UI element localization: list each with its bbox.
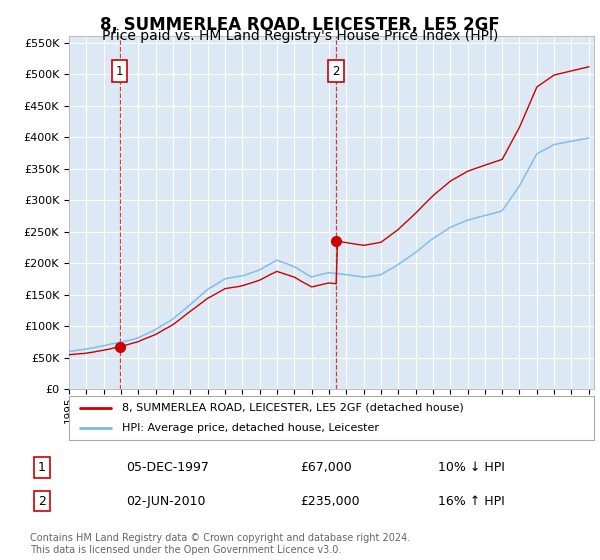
Text: 02-JUN-2010: 02-JUN-2010 — [126, 494, 205, 508]
Text: Contains HM Land Registry data © Crown copyright and database right 2024.
This d: Contains HM Land Registry data © Crown c… — [30, 533, 410, 555]
Text: 1: 1 — [116, 64, 124, 77]
Text: 10% ↓ HPI: 10% ↓ HPI — [438, 461, 505, 474]
Text: £235,000: £235,000 — [300, 494, 359, 508]
Text: HPI: Average price, detached house, Leicester: HPI: Average price, detached house, Leic… — [121, 423, 379, 433]
Text: Price paid vs. HM Land Registry's House Price Index (HPI): Price paid vs. HM Land Registry's House … — [102, 29, 498, 43]
Text: 8, SUMMERLEA ROAD, LEICESTER, LE5 2GF: 8, SUMMERLEA ROAD, LEICESTER, LE5 2GF — [100, 16, 500, 34]
Text: 2: 2 — [38, 494, 46, 508]
Text: 2: 2 — [332, 64, 340, 77]
Text: £67,000: £67,000 — [300, 461, 352, 474]
Text: 16% ↑ HPI: 16% ↑ HPI — [438, 494, 505, 508]
Text: 05-DEC-1997: 05-DEC-1997 — [126, 461, 209, 474]
Text: 8, SUMMERLEA ROAD, LEICESTER, LE5 2GF (detached house): 8, SUMMERLEA ROAD, LEICESTER, LE5 2GF (d… — [121, 403, 463, 413]
Text: 1: 1 — [38, 461, 46, 474]
